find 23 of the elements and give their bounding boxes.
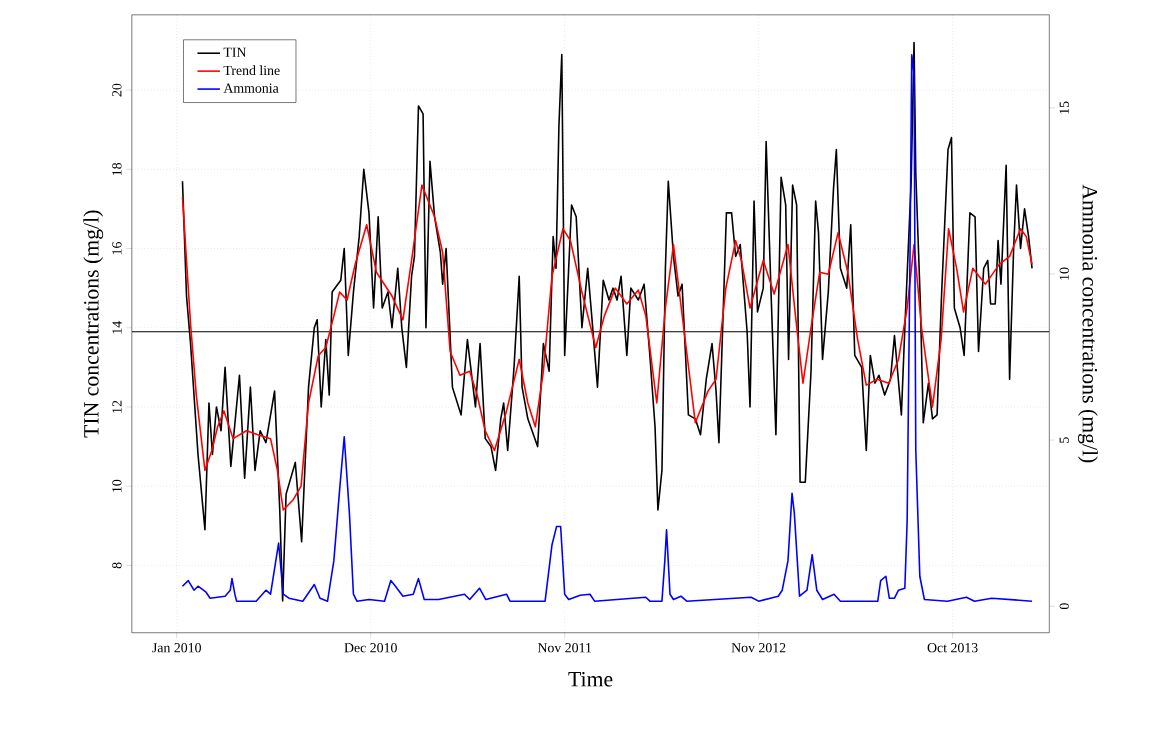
y-tick-label: 18 [112, 163, 122, 176]
y-tick-label: 10 [112, 480, 122, 493]
y2-tick-label: 5 [1059, 437, 1069, 443]
legend-label: TIN [223, 47, 247, 57]
y-tick-label: 20 [112, 83, 122, 97]
y-axis-title: TIN concentrations (mg/l) [83, 210, 104, 438]
y-tick-label: 12 [112, 401, 122, 413]
x-tick-label: Oct 2013 [927, 643, 978, 653]
x-tick-label: Nov 2011 [537, 643, 592, 653]
legend-label: Trend line [223, 65, 280, 76]
y2-tick-label: 10 [1059, 267, 1069, 280]
x-tick-label: Dec 2010 [344, 643, 397, 653]
x-tick-label: Jan 2010 [152, 643, 201, 653]
line-series [181, 184, 1033, 511]
y2-tick-label: 15 [1059, 101, 1069, 114]
legend-label: Ammonia [223, 83, 279, 94]
y-tick-label: 16 [112, 242, 122, 255]
x-tick-label: Nov 2012 [731, 643, 786, 653]
y-tick-label: 14 [112, 321, 122, 334]
y-tick-label: 8 [112, 562, 122, 569]
x-axis-title: Time [568, 672, 613, 687]
y2-tick-label: 0 [1059, 603, 1069, 610]
y2-axis-title: Ammonia concentrations (mg/l) [1078, 184, 1098, 463]
